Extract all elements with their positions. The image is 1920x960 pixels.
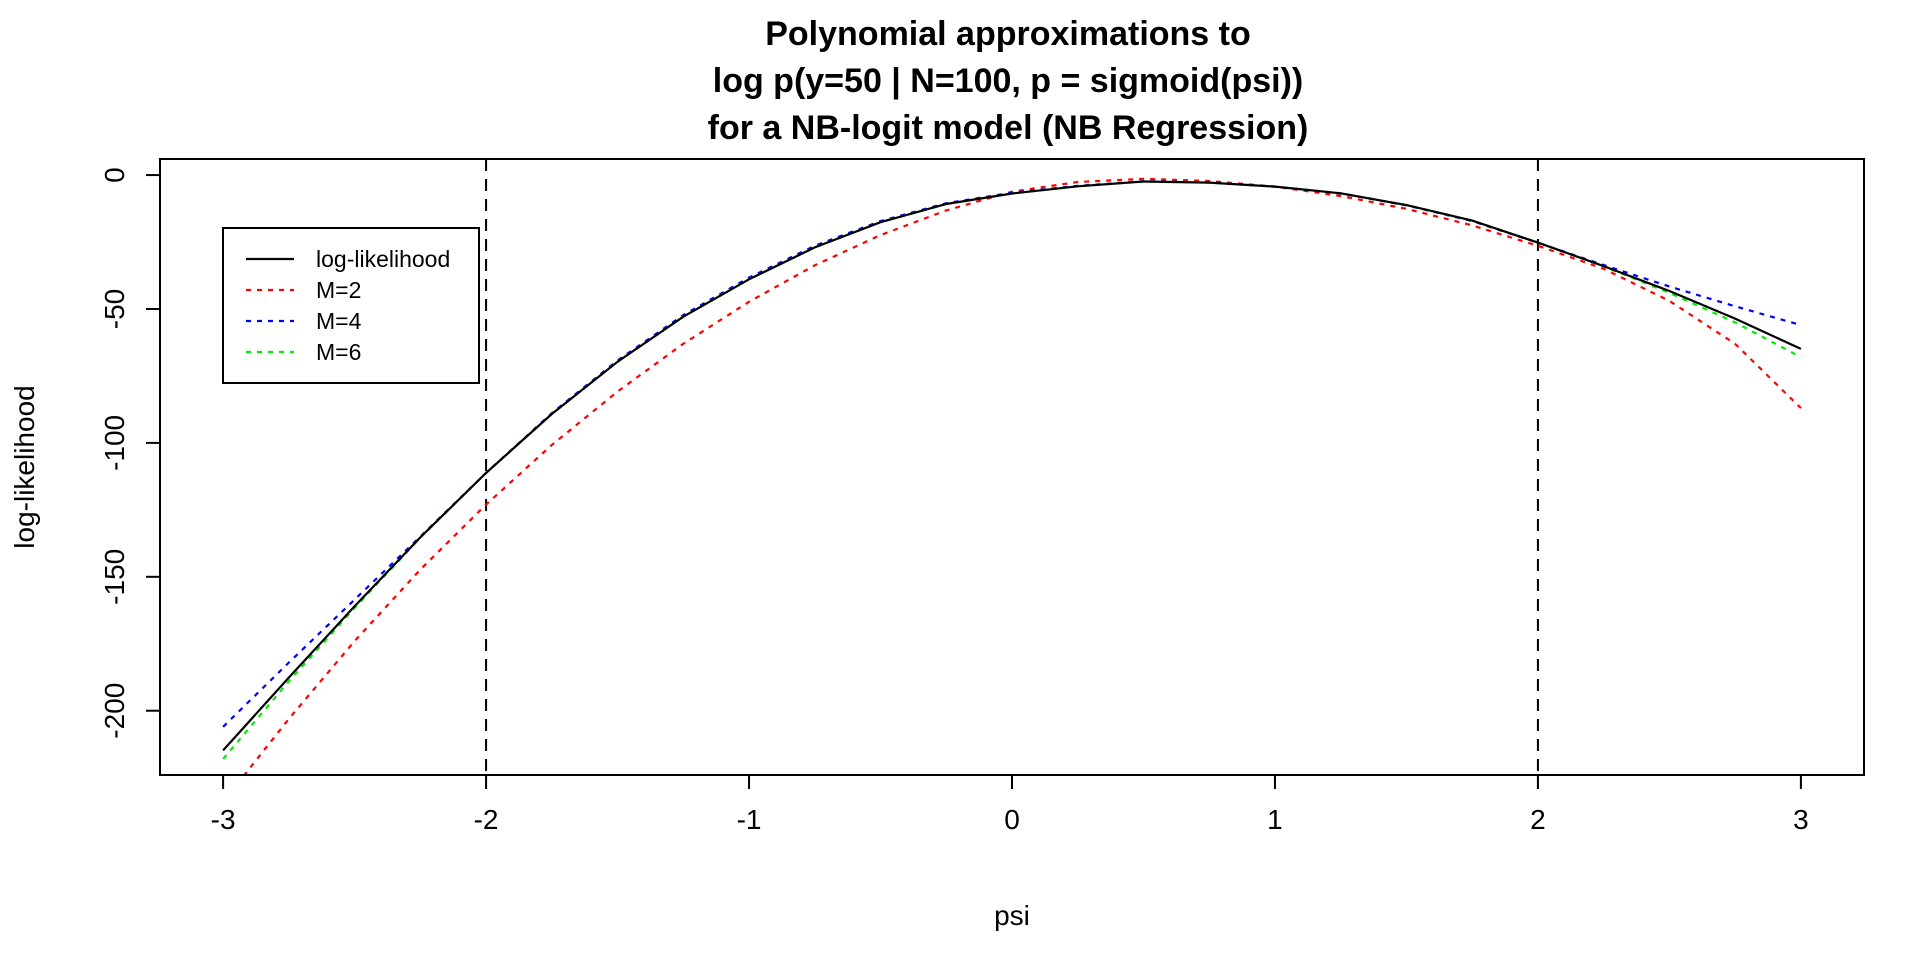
y-axis: 0 -50 -100 -150 -200	[99, 167, 161, 739]
x-tick-label: -1	[737, 804, 762, 835]
x-tick-label: 2	[1530, 804, 1546, 835]
x-tick-label: 3	[1793, 804, 1809, 835]
series-line-log-likelihood	[222, 180, 1802, 752]
legend-label-m-6: M=6	[316, 339, 361, 365]
x-tick-label: 0	[1004, 804, 1020, 835]
x-tick-label: 1	[1267, 804, 1283, 835]
legend-box	[222, 227, 480, 384]
title-line-3: for a NB-logit model (NB Regression)	[708, 109, 1309, 147]
y-tick-label: 0	[99, 167, 130, 183]
legend: log-likelihood M=2 M=4 M=6	[222, 227, 480, 384]
y-tick-label: -100	[99, 415, 130, 471]
title-line-2: log p(y=50 | N=100, p = sigmoid(psi))	[713, 62, 1303, 100]
x-tick-label: -2	[474, 804, 499, 835]
chart-title: Polynomial approximations to log p(y=50 …	[708, 15, 1309, 147]
title-line-1: Polynomial approximations to	[765, 15, 1251, 53]
x-tick-label: -3	[211, 804, 236, 835]
legend-label-log-likelihood: log-likelihood	[316, 246, 450, 272]
y-tick-label: -200	[99, 683, 130, 739]
y-axis-label: log-likelihood	[9, 385, 40, 548]
series-layer	[222, 177, 1802, 775]
reference-lines	[485, 159, 1539, 775]
legend-label-m-4: M=4	[316, 308, 362, 334]
x-axis: -3 -2 -1 0 1 2 3	[211, 774, 1809, 835]
x-axis-label: psi	[994, 900, 1030, 931]
legend-label-m-2: M=2	[316, 277, 361, 303]
y-tick-label: -50	[99, 289, 130, 329]
y-tick-label: -150	[99, 549, 130, 605]
